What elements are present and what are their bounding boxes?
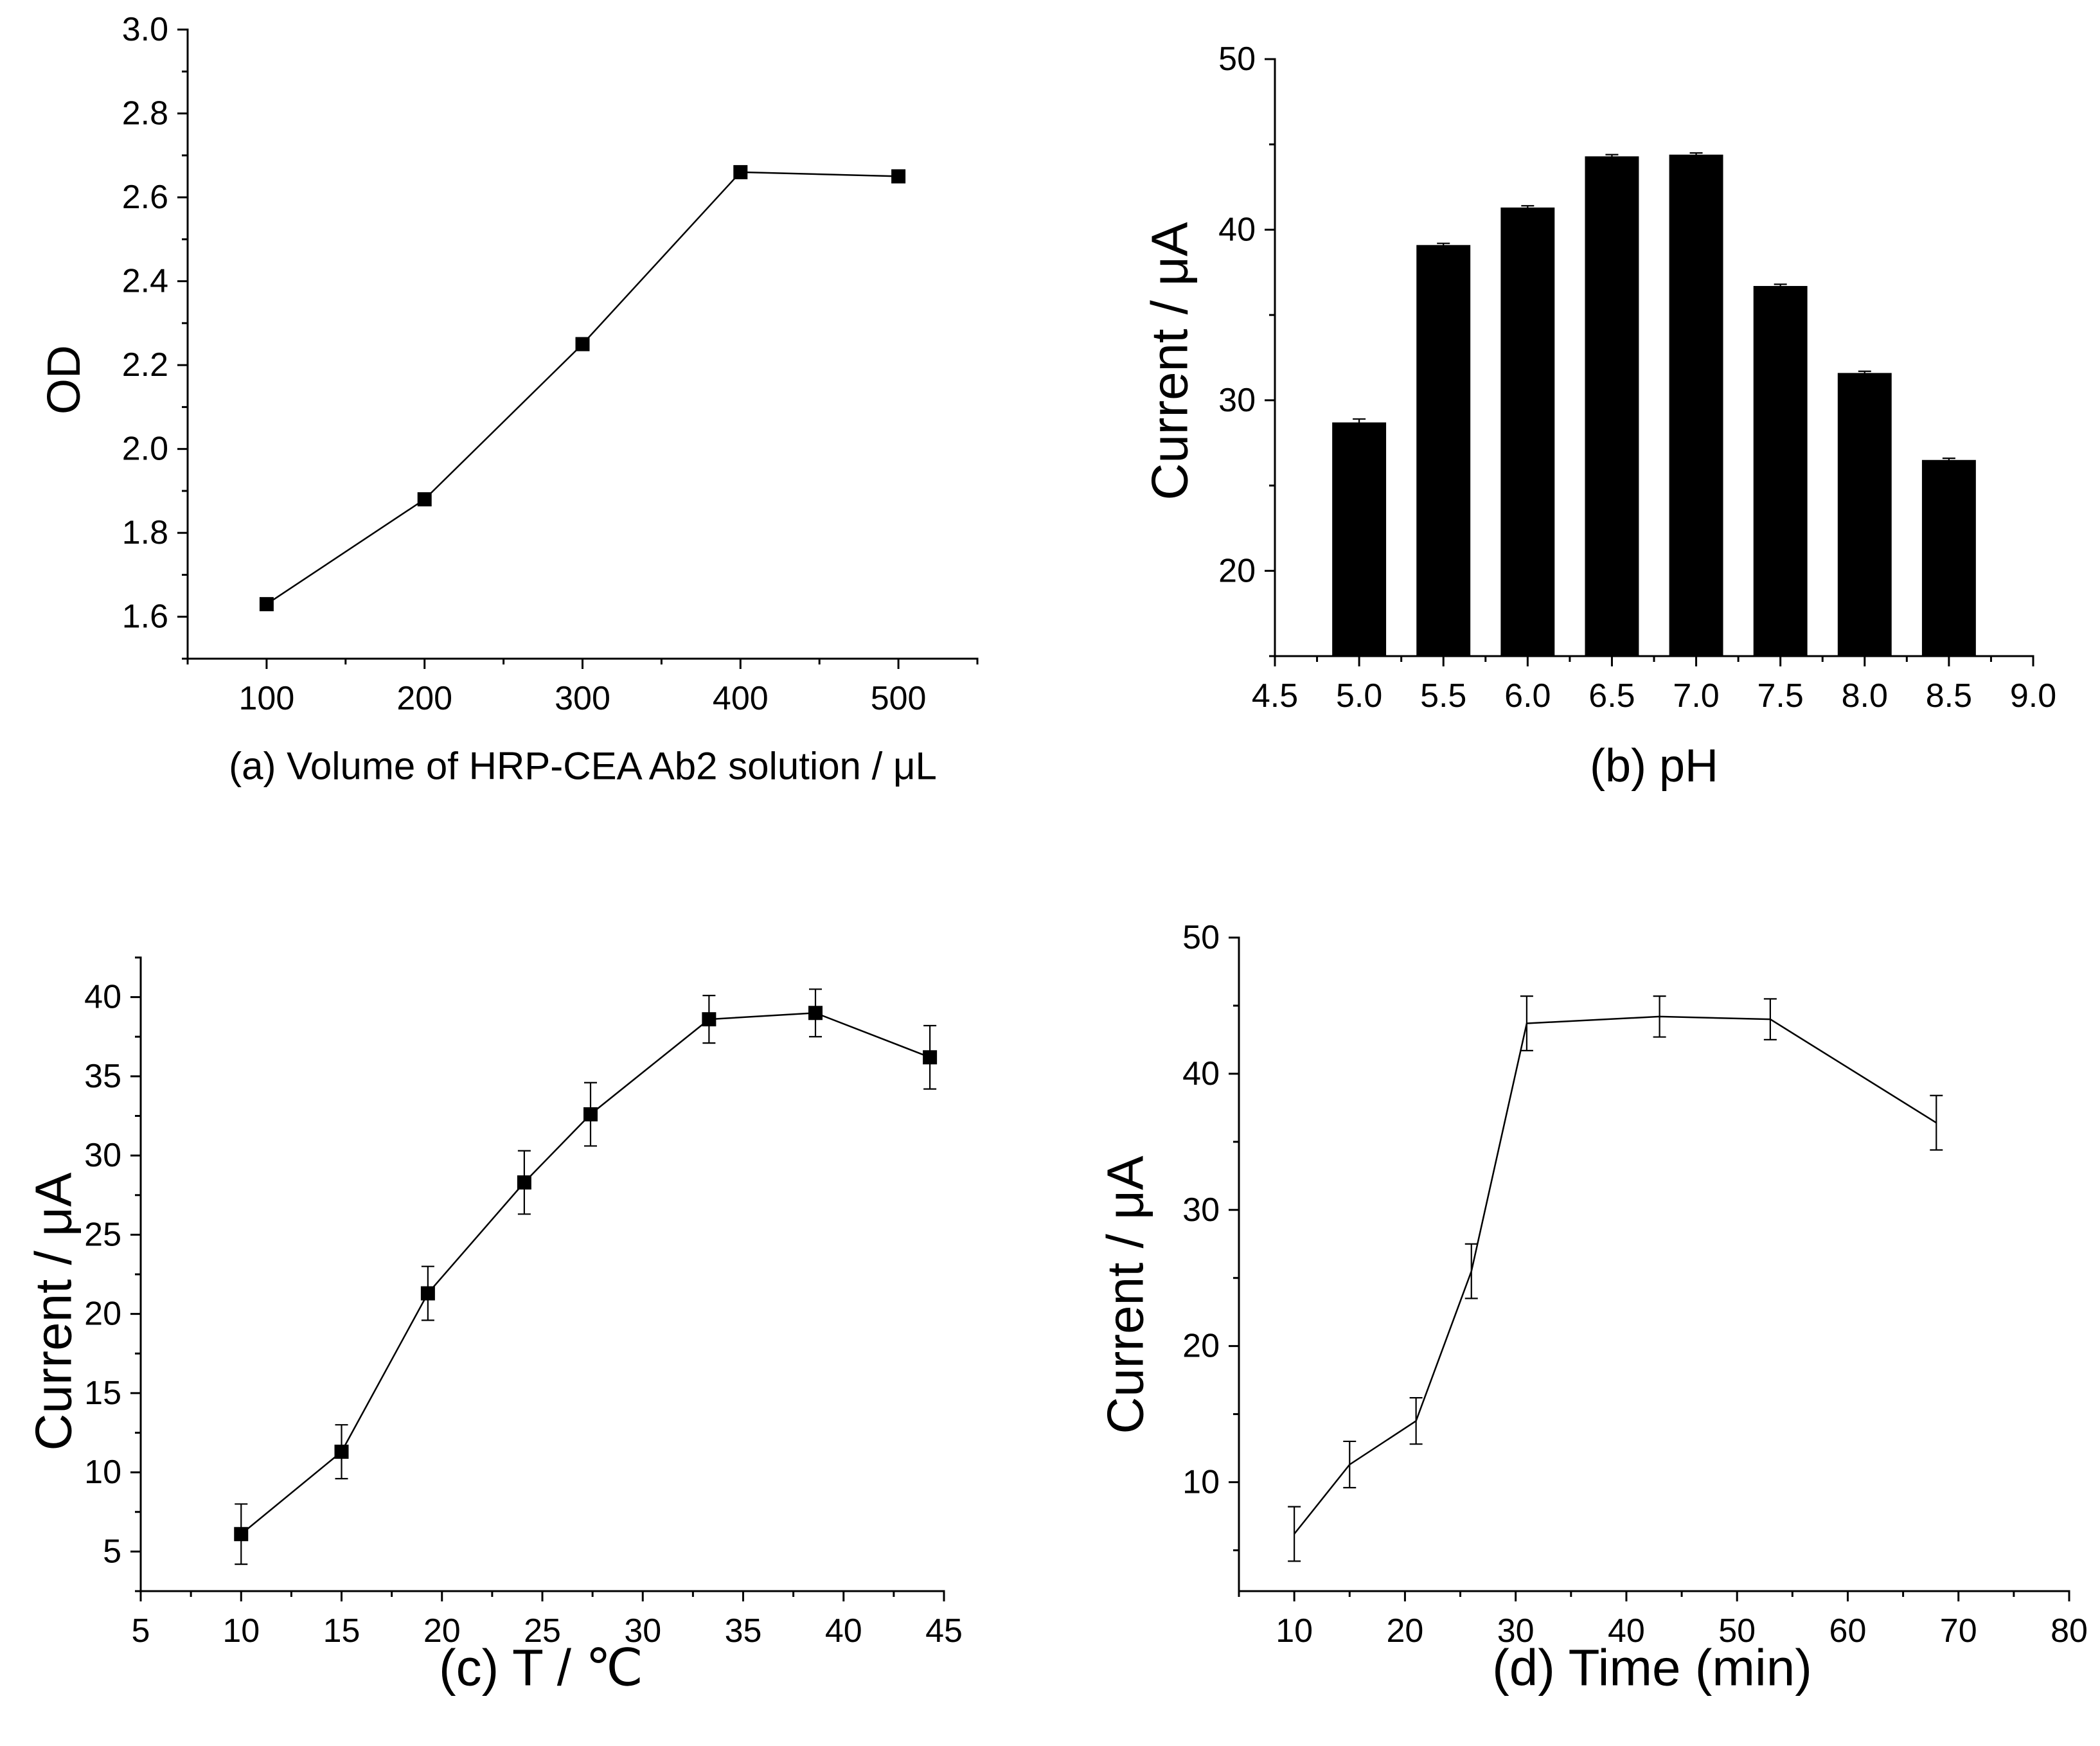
x-tick-label: 70: [1940, 1612, 1977, 1650]
y-tick-label: 50: [1218, 40, 1256, 78]
x-tick-label: 20: [423, 1612, 461, 1650]
y-tick-label: 2.0: [122, 431, 168, 468]
data-point-marker: [575, 337, 590, 352]
series-line: [240, 1012, 930, 1535]
x-tick-label: 400: [713, 680, 769, 717]
x-tick-label: 300: [555, 680, 610, 717]
y-axis-label: Current / μA: [1097, 1155, 1154, 1434]
x-tick-label: 5.5: [1420, 677, 1466, 715]
y-tick-label: 25: [84, 1216, 121, 1253]
x-tick-label: 40: [825, 1612, 862, 1650]
bar: [1416, 245, 1471, 656]
x-tick-label: 10: [222, 1612, 260, 1650]
data-point-marker: [517, 1175, 531, 1190]
x-axis-label: (d) Time (min): [1492, 1639, 1812, 1697]
y-tick-label: 40: [84, 979, 121, 1016]
x-tick-label: 50: [1718, 1612, 1756, 1650]
data-point-marker: [702, 1012, 716, 1027]
y-tick-label: 30: [1218, 382, 1256, 419]
x-tick-label: 7.5: [1757, 677, 1804, 715]
y-tick-label: 1.6: [122, 598, 168, 636]
x-axis-label: (a) Volume of HRP-CEA Ab2 solution / μL: [229, 745, 937, 788]
data-point-marker: [259, 597, 274, 612]
x-tick-label: 200: [396, 680, 452, 717]
y-tick-label: 3.0: [122, 11, 168, 48]
y-tick-label: 15: [84, 1375, 121, 1412]
y-tick-label: 50: [1182, 919, 1220, 956]
y-tick-label: 35: [84, 1058, 121, 1095]
data-point-marker: [234, 1527, 249, 1542]
y-tick-label: 20: [1218, 552, 1256, 589]
bar: [1921, 459, 1976, 656]
bar: [1500, 207, 1555, 656]
bar: [1585, 156, 1639, 656]
x-tick-label: 4.5: [1252, 677, 1298, 715]
data-point-marker: [808, 1006, 823, 1020]
x-tick-label: 60: [1829, 1612, 1867, 1650]
x-tick-label: 30: [624, 1612, 661, 1650]
y-axis-label: Current / μA: [1141, 222, 1198, 501]
series-line: [1294, 1015, 1937, 1535]
chart-panel-temperature: 5 10 15 20 25 30 35 40 45 5 10 15 20 25 30 35 40 (c) T / …: [25, 956, 963, 1697]
y-tick-label: 2.2: [122, 346, 168, 384]
x-tick-label: 20: [1386, 1612, 1423, 1650]
data-point-marker: [583, 1107, 598, 1122]
x-tick-label: 80: [2051, 1612, 2088, 1650]
x-tick-label: 45: [925, 1612, 963, 1650]
y-axis-label: Current / μA: [25, 1172, 82, 1451]
x-tick-label: 6.5: [1588, 677, 1635, 715]
x-axis-label: (b) pH: [1590, 740, 1718, 792]
x-tick-label: 30: [1497, 1612, 1535, 1650]
y-axis-label: OD: [39, 345, 90, 414]
x-tick-label: 9.0: [2010, 677, 2056, 715]
data-point-marker: [417, 492, 432, 506]
y-tick-label: 2.6: [122, 179, 168, 216]
x-tick-label: 10: [1276, 1612, 1313, 1650]
x-tick-label: 25: [524, 1612, 561, 1650]
y-tick-label: 5: [103, 1533, 121, 1570]
x-tick-label: 500: [871, 680, 927, 717]
x-tick-label: 40: [1608, 1612, 1645, 1650]
bar: [1753, 286, 1808, 656]
data-point-marker: [334, 1445, 349, 1459]
y-tick-label: 40: [1182, 1055, 1220, 1092]
y-tick-label: 40: [1218, 211, 1256, 248]
y-tick-label: 20: [84, 1296, 121, 1333]
y-tick-label: 10: [84, 1454, 121, 1491]
x-tick-label: 15: [323, 1612, 360, 1650]
x-tick-label: 100: [239, 680, 295, 717]
x-tick-label: 6.0: [1504, 677, 1551, 715]
y-tick-label: 30: [1182, 1191, 1220, 1229]
bar: [1837, 373, 1892, 656]
data-point-marker: [733, 165, 748, 179]
x-tick-label: 5: [132, 1612, 150, 1650]
x-tick-label: 35: [725, 1612, 762, 1650]
x-tick-label: 7.0: [1673, 677, 1719, 715]
y-tick-label: 2.4: [122, 263, 168, 300]
bar: [1332, 422, 1387, 656]
bar: [1669, 154, 1723, 656]
chart-panel-volume: 100 200 300 400 500 1.6 1.8 2.0 2.2 2.4 2.6 2.8 3.0 (…: [39, 11, 979, 788]
data-point-marker: [923, 1050, 938, 1065]
data-point-marker: [891, 169, 906, 184]
data-point-marker: [420, 1286, 435, 1301]
x-tick-label: 8.5: [1926, 677, 1972, 715]
y-tick-label: 30: [84, 1137, 121, 1174]
y-tick-label: 1.8: [122, 514, 168, 551]
y-tick-label: 2.8: [122, 95, 168, 132]
chart-panel-ph: 4.5 5.0 5.5 6.0 6.5 7.0 7.5 8.0 8.5 9.0 20 30 40 50 (b…: [1141, 40, 2057, 792]
y-tick-label: 10: [1182, 1464, 1220, 1501]
x-tick-label: 5.0: [1336, 677, 1382, 715]
x-tick-label: 8.0: [1842, 677, 1888, 715]
x-axis-label: (c) T / ℃: [439, 1639, 643, 1697]
y-tick-label: 20: [1182, 1328, 1220, 1365]
